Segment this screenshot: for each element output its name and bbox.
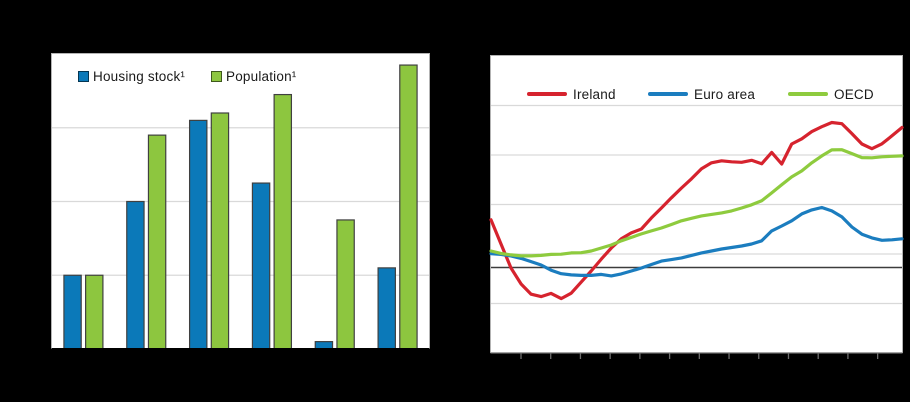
line-chart-panel: Ireland Euro area OECD (489, 55, 904, 359)
population-bar-1 (85, 274, 104, 350)
housing-stock-bar-2 (126, 200, 145, 350)
housing-stock-legend-label: Housing stock¹ (93, 68, 186, 84)
population-bar-6 (399, 64, 418, 350)
legend-item-ireland: Ireland (527, 86, 616, 102)
population-bar-4 (273, 93, 293, 350)
legend-item-housing-stock: Housing stock¹ (78, 68, 185, 84)
euro-area-line (489, 205, 904, 278)
bar-chart-svg (51, 64, 430, 355)
legend-item-euro-area: Euro area (648, 86, 755, 102)
housing-stock-bar-4 (251, 182, 271, 350)
oecd-line-swatch-icon (788, 92, 828, 96)
euro-area-legend-label: Euro area (694, 86, 756, 102)
housing-stock-bar-6 (377, 267, 396, 350)
ireland-legend-label: Ireland (573, 86, 616, 102)
ireland-line (489, 120, 904, 301)
euro-area-line-swatch-icon (648, 92, 688, 96)
population-bar-2 (147, 134, 167, 350)
population-swatch-icon (211, 70, 222, 82)
line-chart-svg (489, 104, 904, 359)
housing-stock-swatch-icon (78, 70, 89, 82)
housing-stock-bar-5 (314, 341, 334, 350)
legend-item-oecd: OECD (788, 86, 874, 102)
housing-stock-bar-3 (188, 119, 208, 350)
legend-item-population: Population¹ (211, 68, 297, 84)
population-legend-label: Population¹ (226, 68, 297, 84)
population-bar-5 (336, 219, 355, 350)
population-bar-3 (210, 112, 230, 350)
housing-stock-bar-1 (63, 274, 82, 350)
bar-chart-panel: Housing stock¹ Population¹ (51, 53, 430, 355)
oecd-line (489, 148, 904, 258)
oecd-legend-label: OECD (834, 86, 874, 102)
ireland-line-swatch-icon (527, 92, 567, 96)
